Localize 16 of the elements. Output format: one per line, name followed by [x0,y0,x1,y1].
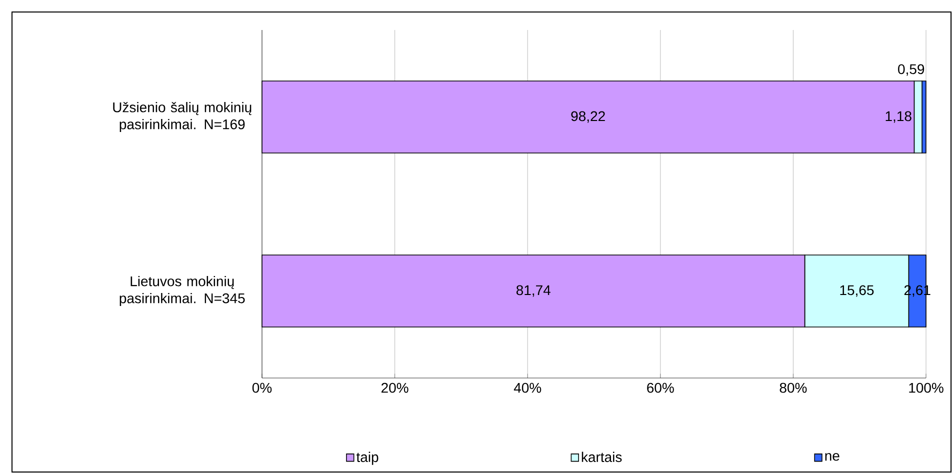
data-label: 98,22 [571,111,605,123]
x-tick-label: 0% [252,382,272,393]
x-tick-label: 80% [780,382,807,393]
x-tick-label: 20% [381,382,408,393]
x-tick-label: 40% [514,382,542,393]
data-label: 81,74 [516,285,550,297]
x-tick-label: 100% [909,382,944,393]
data-label: 1,18 [886,111,912,123]
legend-label: taip [356,452,378,465]
legend-label: kartais [582,452,622,462]
y-tick-label: Užsienio šalių mokinių pasirinkimai. N=169 [113,102,252,132]
data-label: 15,65 [840,285,874,297]
y-tick-label: Lietuvos mokinių pasirinkimai. N=345 [120,276,245,306]
legend-label: ne [825,453,840,461]
x-tick-label: 60% [647,382,674,393]
data-label: 0,59 [898,64,924,76]
